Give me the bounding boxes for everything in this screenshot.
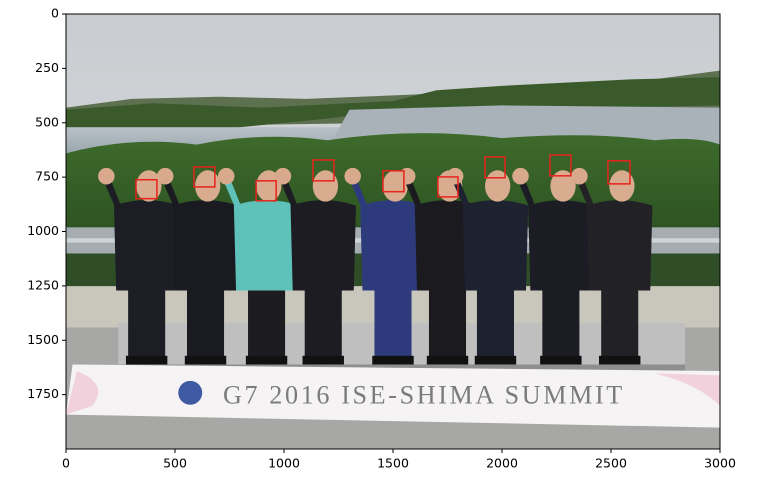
person-shoes	[184, 355, 227, 365]
face-box	[312, 159, 335, 182]
person-shoes	[540, 355, 582, 365]
banner-text: G7 2016 ISE-SHIMA SUMMIT	[223, 381, 625, 410]
person-legs	[542, 286, 580, 358]
person-arm	[279, 177, 300, 210]
person-arm	[576, 177, 596, 210]
face-box	[549, 154, 572, 177]
person-body	[528, 200, 594, 291]
person-arm	[161, 177, 182, 210]
person-shoes	[372, 355, 414, 365]
person-head	[312, 170, 339, 202]
person-legs	[186, 286, 225, 358]
x-tick-label: 1500	[377, 456, 409, 471]
y-tick-label: 1250	[27, 277, 59, 292]
y-tick-label: 1000	[27, 223, 59, 238]
person-shoes	[302, 355, 344, 365]
person-legs	[248, 286, 286, 358]
face-box	[382, 170, 405, 193]
y-tick-label: 1500	[27, 332, 59, 347]
face-box	[135, 178, 158, 200]
person-body	[587, 200, 653, 291]
person-hand	[398, 167, 416, 185]
person-arm	[349, 177, 370, 210]
person-body	[360, 200, 426, 291]
face-box	[437, 176, 459, 198]
y-tick-label: 500	[35, 114, 59, 129]
x-tick-label: 500	[163, 456, 187, 471]
person-shoes	[474, 355, 517, 365]
x-tick-label: 2500	[595, 456, 627, 471]
person-shoes	[125, 355, 168, 365]
x-tick-label: 1000	[268, 456, 300, 471]
person-arm	[103, 177, 123, 210]
person-hand	[274, 167, 292, 185]
person-hand	[344, 167, 361, 185]
person-arm	[517, 177, 537, 210]
person-body	[172, 200, 239, 291]
person-legs	[428, 286, 467, 358]
person-body	[462, 200, 529, 291]
person-hand	[156, 167, 174, 185]
person-arm	[222, 177, 243, 210]
person-head	[550, 170, 576, 202]
x-tick-label: 0	[62, 456, 70, 471]
y-tick-label: 250	[35, 60, 59, 75]
y-tick-label: 1750	[27, 386, 59, 401]
person-shoes	[426, 355, 469, 365]
person-head	[484, 170, 511, 202]
x-tick-label: 2000	[486, 456, 518, 471]
person-hand	[512, 167, 529, 185]
person-hand	[571, 167, 588, 185]
person-body	[290, 200, 356, 291]
person-body	[233, 200, 300, 291]
face-box	[255, 180, 277, 202]
person-shoes	[599, 355, 641, 365]
person-head	[195, 170, 221, 202]
y-tick-label: 750	[35, 169, 59, 184]
face-box	[607, 160, 631, 185]
person-body	[113, 200, 180, 291]
person-legs	[601, 286, 639, 358]
person-legs	[128, 286, 166, 358]
photo: G7 2016 ISE-SHIMA SUMMIT	[66, 14, 720, 450]
person-legs	[476, 286, 514, 358]
person-arm	[403, 177, 424, 210]
face-box	[484, 156, 506, 179]
person-hand	[217, 167, 235, 185]
person-legs	[304, 286, 342, 358]
person-head	[609, 170, 635, 202]
person-shoes	[245, 355, 288, 365]
person-head	[136, 170, 162, 202]
person-hand	[98, 167, 115, 185]
x-tick-label: 3000	[704, 456, 736, 471]
person-arm	[451, 177, 472, 210]
y-tick-label: 0	[51, 6, 59, 21]
face-box	[193, 166, 216, 188]
person-legs	[374, 286, 412, 358]
